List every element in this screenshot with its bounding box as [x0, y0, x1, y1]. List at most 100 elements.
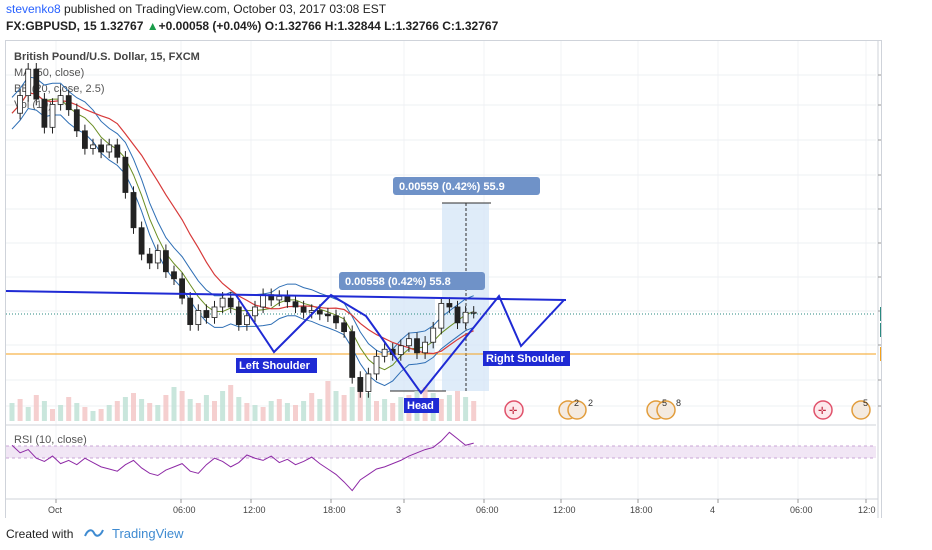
volume-bar	[471, 401, 477, 421]
volume-bar	[220, 391, 226, 421]
volume-bar	[33, 395, 39, 421]
event-flag-us-1[interactable]: 2 2	[558, 398, 593, 420]
candle-body	[171, 271, 177, 280]
volume-bar	[228, 385, 234, 421]
left-shoulder-box	[236, 358, 317, 373]
candle-body	[276, 296, 283, 301]
candle-body	[73, 109, 80, 132]
candle-body	[130, 192, 137, 229]
candle-body	[179, 278, 186, 299]
event-flag-gb-2[interactable]: ✛	[813, 400, 833, 420]
time-tick-label: 06:00	[173, 505, 196, 515]
event-badge-count: 5	[662, 398, 667, 408]
price-change: +0.00058 (+0.04%)	[158, 19, 262, 33]
published-text: published on TradingView.com, October 03…	[64, 2, 387, 16]
volume-bar	[155, 405, 161, 421]
volume-bar	[163, 395, 169, 421]
right-shoulder-label: Right Shoulder	[486, 353, 566, 365]
candle-body	[162, 250, 169, 273]
time-tick-label: 12:00	[243, 505, 266, 515]
head-shoulders-pattern[interactable]	[235, 293, 565, 395]
volume-bar	[317, 399, 323, 421]
volume-bar	[17, 399, 23, 421]
candle-body	[357, 377, 364, 392]
last-price: 1.32767	[100, 19, 144, 33]
volume-bar	[179, 391, 185, 421]
event-flag-us-2[interactable]: 5 8	[646, 398, 681, 420]
volume-bar	[293, 405, 298, 421]
right-shoulder-box	[483, 351, 570, 366]
candle-body	[405, 338, 412, 347]
candle-body	[98, 144, 104, 153]
volume-bar	[333, 391, 339, 421]
volume-bar	[463, 397, 469, 421]
volume-bar	[276, 399, 282, 421]
candle-body	[381, 348, 388, 357]
volume-bar	[82, 407, 88, 421]
volume-bar	[455, 391, 460, 421]
volume-bar	[374, 401, 379, 421]
candle-body	[349, 331, 356, 378]
volume-bar	[122, 397, 128, 421]
candle-body	[211, 306, 218, 318]
candle-body	[260, 294, 267, 308]
candle-body	[195, 310, 202, 325]
candle-body	[227, 297, 234, 308]
candle-body	[25, 68, 32, 97]
candle-body	[454, 306, 461, 324]
support-price-tag-bg	[880, 347, 881, 361]
volume-bar	[66, 397, 72, 421]
measure-label-lower-box	[339, 272, 485, 290]
left-shoulder-label: Left Shoulder	[239, 360, 311, 372]
candle-body	[243, 315, 250, 325]
event-flag-gb-1[interactable]: ✛	[504, 400, 524, 420]
volume-bar	[438, 399, 444, 421]
chart-frame[interactable]: British Pound/U.S. Dollar, 15, FXCM MA (…	[5, 40, 882, 520]
candle-body	[430, 327, 437, 343]
publish-header: stevenko8 published on TradingView.com, …	[0, 0, 932, 38]
candle-body	[219, 297, 226, 308]
time-tick-label: 18:00	[323, 505, 346, 515]
candle-body	[203, 310, 210, 318]
candle-body	[438, 303, 445, 329]
author-link[interactable]: stevenko8	[6, 2, 61, 16]
time-tick-label: Oct	[48, 505, 63, 515]
volume-bar	[301, 401, 307, 421]
volume-bar	[446, 395, 452, 421]
candle-body	[462, 311, 469, 324]
volume-bar	[147, 403, 153, 421]
price-axis[interactable]: 1.342001.340001.338001.336001.334001.332…	[878, 70, 881, 411]
candle-body	[90, 144, 96, 149]
volume-bar	[74, 403, 80, 421]
neckline[interactable]	[6, 290, 567, 301]
volume-bar	[90, 411, 96, 421]
candle-body	[235, 306, 242, 325]
volume-bar	[212, 401, 217, 421]
candle-body	[414, 338, 420, 354]
volume-bar	[106, 405, 112, 421]
candle-body	[365, 373, 372, 392]
event-badge-count: 2	[574, 398, 579, 408]
volume-bar	[41, 401, 47, 421]
event-badge-count: 8	[676, 398, 681, 408]
tradingview-brand[interactable]: TradingView	[112, 526, 184, 541]
time-axis[interactable]: Oct 06:00 12:00 18:00 3 06:00 12:00 18:00 4 06:00…	[48, 499, 876, 515]
time-tick-label: 3	[396, 505, 401, 515]
candle-body	[373, 355, 380, 375]
chart-canvas[interactable]: British Pound/U.S. Dollar, 15, FXCM MA (…	[6, 41, 881, 519]
candle-body	[292, 301, 299, 308]
volume-bar	[58, 405, 64, 421]
candle-body	[106, 144, 113, 153]
volume-bar	[131, 393, 136, 421]
svg-text:✛: ✛	[818, 406, 826, 417]
volume-bar	[139, 399, 145, 421]
candle-body	[17, 95, 24, 114]
volume-bar	[357, 383, 363, 421]
candle-body	[470, 311, 477, 314]
symbol-label: FX:GBPUSD, 15	[6, 19, 97, 33]
candles	[17, 63, 477, 398]
volume-bars	[9, 381, 477, 421]
event-flag-us-3[interactable]: 5	[851, 398, 871, 420]
candle-body	[41, 98, 48, 128]
volume-bar	[187, 399, 193, 421]
